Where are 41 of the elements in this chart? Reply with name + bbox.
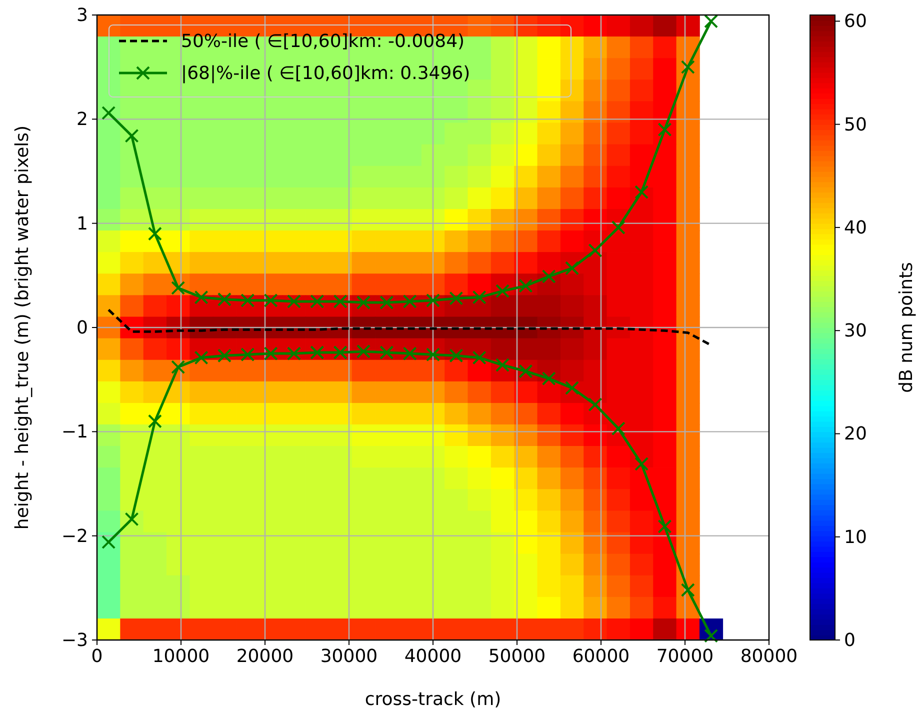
x-tick-label: 70000	[656, 646, 714, 667]
x-tick-label: 20000	[236, 646, 294, 667]
color-bar-label: 0	[844, 630, 856, 651]
point	[542, 372, 556, 386]
color-bar-label: 50	[844, 114, 867, 136]
point	[588, 398, 602, 412]
x-tick-label: 50000	[488, 646, 546, 667]
point	[472, 290, 486, 304]
x-tick-label: 40000	[404, 646, 462, 667]
legend-label: |68|%-ile ( ∈[10,60]km: 0.3496)	[181, 63, 470, 84]
x-axis-title: cross-track (m)	[364, 689, 502, 710]
point	[704, 14, 718, 28]
legend-label: 50%-ile ( ∈[10,60]km: -0.0084)	[181, 31, 465, 52]
color-bar-label: 10	[844, 526, 867, 548]
y-axis-title: height - height_true (m) (bright water pixels)	[12, 125, 33, 530]
y-tick-label: −3	[61, 630, 88, 651]
color-bar-label: 30	[844, 320, 867, 342]
y-tick-label: −1	[61, 422, 88, 443]
point	[542, 269, 556, 284]
y-tick-label: 0	[76, 318, 88, 338]
y-tick-label: 1	[76, 213, 88, 234]
point	[194, 350, 208, 365]
x-tick-label: 0	[91, 646, 103, 667]
y-tick-label: 3	[76, 5, 88, 26]
point	[611, 220, 626, 234]
point	[148, 414, 162, 428]
color-bar-label: 40	[844, 217, 867, 238]
point	[472, 350, 486, 365]
color-bar-title: dB num points	[896, 262, 917, 393]
point	[148, 226, 162, 241]
y-tick-label: 2	[76, 109, 88, 130]
color-bar-label: 60	[844, 11, 867, 32]
point	[588, 243, 602, 258]
color-bar-label: 20	[844, 424, 867, 445]
y-tick-label: −2	[61, 526, 88, 547]
point	[194, 290, 208, 304]
x-tick-label: 10000	[152, 646, 210, 667]
point	[449, 291, 464, 306]
x-tick-label: 60000	[572, 646, 630, 667]
x-tick-label: 30000	[320, 646, 378, 667]
x-tick-label: 80000	[740, 646, 798, 667]
